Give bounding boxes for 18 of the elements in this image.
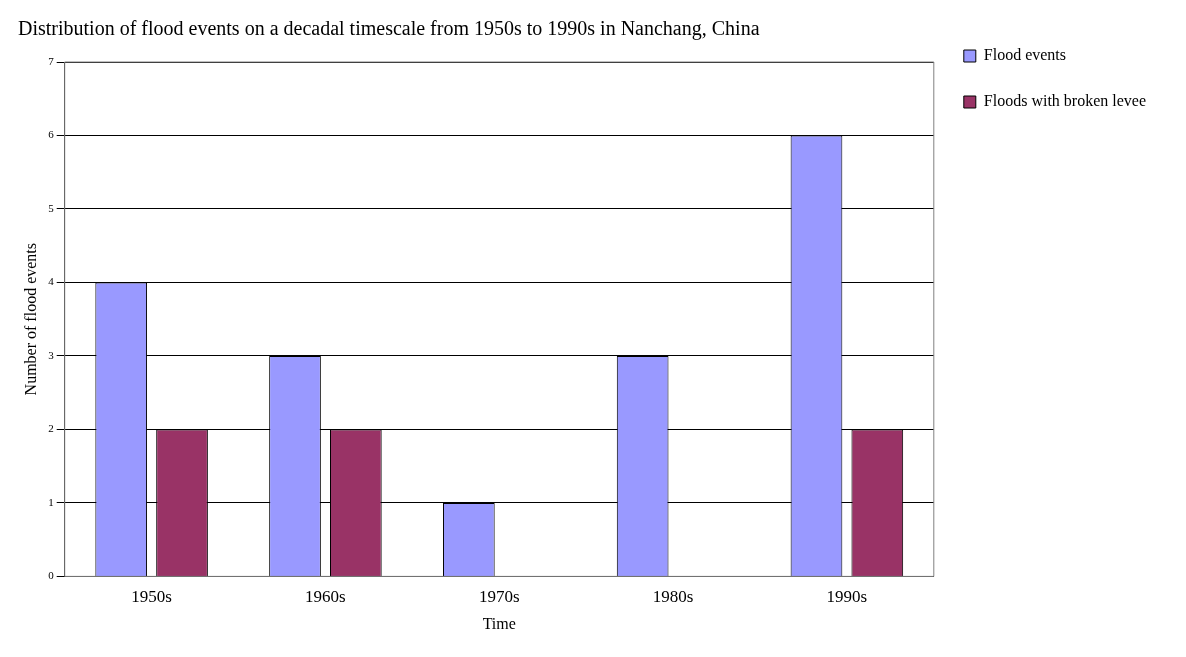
legend-label: Floods with broken levee (983, 92, 1147, 110)
y-tick-label: 2 (48, 422, 54, 435)
chart-title: Distribution of flood events on a decadal timescale from 1950s to 1990s in Nanchang, China (18, 17, 760, 41)
y-tick-label: 3 (48, 348, 55, 361)
x-axis-title: Time (482, 614, 516, 632)
y-axis-title: Number of flood events (21, 243, 39, 396)
x-tick-label: 1980s (652, 587, 694, 607)
x-tick-label: 1970s (478, 587, 520, 607)
y-tick-label: 0 (48, 569, 55, 582)
y-tick-label: 4 (48, 275, 55, 288)
x-tick-label: 1950s (131, 587, 172, 607)
legend-label: Flood events (983, 46, 1067, 64)
y-tick-label: 6 (48, 128, 55, 141)
y-tick-label: 5 (48, 201, 55, 214)
y-tick-label: 1 (48, 495, 54, 508)
x-tick-label: 1960s (305, 587, 346, 607)
x-tick-label: 1990s (826, 587, 868, 607)
y-tick-label: 7 (48, 54, 55, 67)
